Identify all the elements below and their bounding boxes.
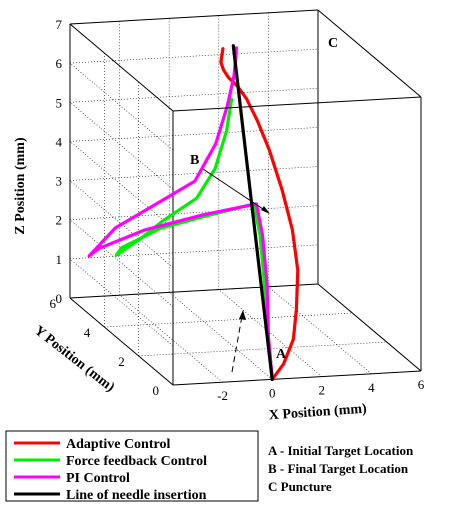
box-edge-top-back (69, 9, 319, 25)
grid-line-y-floor (104, 312, 353, 328)
z-tick-label: 3 (56, 174, 63, 189)
z-tick-label: 5 (56, 95, 63, 110)
y-tick-label: 2 (118, 354, 125, 369)
grid-line-z-leftwall (69, 219, 174, 307)
box-edge-top-front (172, 96, 422, 112)
annotation-a-label: A (276, 347, 287, 362)
note-c: C Puncture (268, 479, 332, 494)
y-tick-label: 0 (153, 383, 160, 398)
note-b: B - Final Target Location (268, 461, 409, 476)
grid-line-y-floor (138, 341, 387, 357)
z-tick-label: 7 (56, 17, 63, 32)
series-layer (87, 44, 300, 381)
grid-line-z-leftwall (69, 141, 174, 229)
box-edge-top-right (317, 9, 422, 98)
legend-label-needle-line: Line of needle insertion (66, 488, 207, 503)
box-edge-floor-front (172, 370, 422, 386)
y-axis-label: Y Position (mm) (31, 323, 117, 395)
grid-line-z-backwall (69, 87, 319, 103)
grid-line-z-leftwall (69, 102, 174, 190)
z-tick-label: 2 (56, 213, 63, 228)
series-line-force-feedback-control (114, 97, 274, 381)
axes-box-front (172, 9, 422, 371)
z-tick-label: 1 (56, 252, 63, 267)
grid-line-x-floor (169, 292, 273, 380)
series-line-line-of-needle-insertion (231, 44, 274, 381)
note-a: A - Initial Target Location (268, 443, 414, 458)
box-edge-floor-back (69, 283, 319, 299)
grid-lines (69, 9, 422, 386)
y-tick-label: 4 (84, 325, 91, 340)
grid-line-z-backwall (69, 244, 319, 260)
x-tick-label: 2 (319, 383, 326, 398)
annotation-a-arrowhead (239, 310, 246, 320)
grid-line-z-leftwall (69, 62, 174, 151)
legend-label-force-feedback: Force feedback Control (66, 454, 207, 469)
annotation-b-label: B (190, 153, 199, 168)
series-line-pi-control (87, 46, 274, 381)
x-tick-label: 6 (418, 377, 425, 392)
x-tick-label: 4 (368, 380, 375, 395)
z-tick-label: 6 (56, 56, 63, 71)
grid-line-z-backwall (69, 166, 319, 181)
grid-line-z-backwall (69, 48, 319, 64)
legend-label-pi: PI Control (66, 471, 130, 486)
z-tick-label: 0 (56, 291, 63, 306)
x-tick-label: -2 (217, 388, 228, 403)
annotation-a-dash-arrow (231, 315, 243, 373)
x-tick-label: 0 (269, 385, 276, 400)
z-tick-label: 4 (56, 134, 63, 149)
annotation-b-arrow (202, 168, 267, 212)
box-edge-top-left (69, 23, 174, 112)
annotation-b-arrowhead (261, 206, 270, 214)
series-line-adaptive-control (219, 47, 300, 381)
grid-line-x-floor (119, 294, 223, 383)
y-tick-label: 6 (50, 296, 57, 311)
grid-line-z-backwall (69, 127, 319, 142)
z-axis-label: Z Position (mm) (13, 137, 28, 235)
x-axis-label: X Position (mm) (268, 402, 367, 424)
box-edge-floor-right (317, 283, 422, 372)
annotation-layer: A B C (190, 36, 338, 373)
legend: Adaptive Control Force feedback Control … (5, 430, 259, 503)
location-notes: A - Initial Target Location B - Final Ta… (268, 443, 414, 494)
legend-label-adaptive: Adaptive Control (66, 437, 170, 452)
box-edge-floor-left (69, 297, 174, 386)
annotation-c-label: C (328, 36, 338, 51)
